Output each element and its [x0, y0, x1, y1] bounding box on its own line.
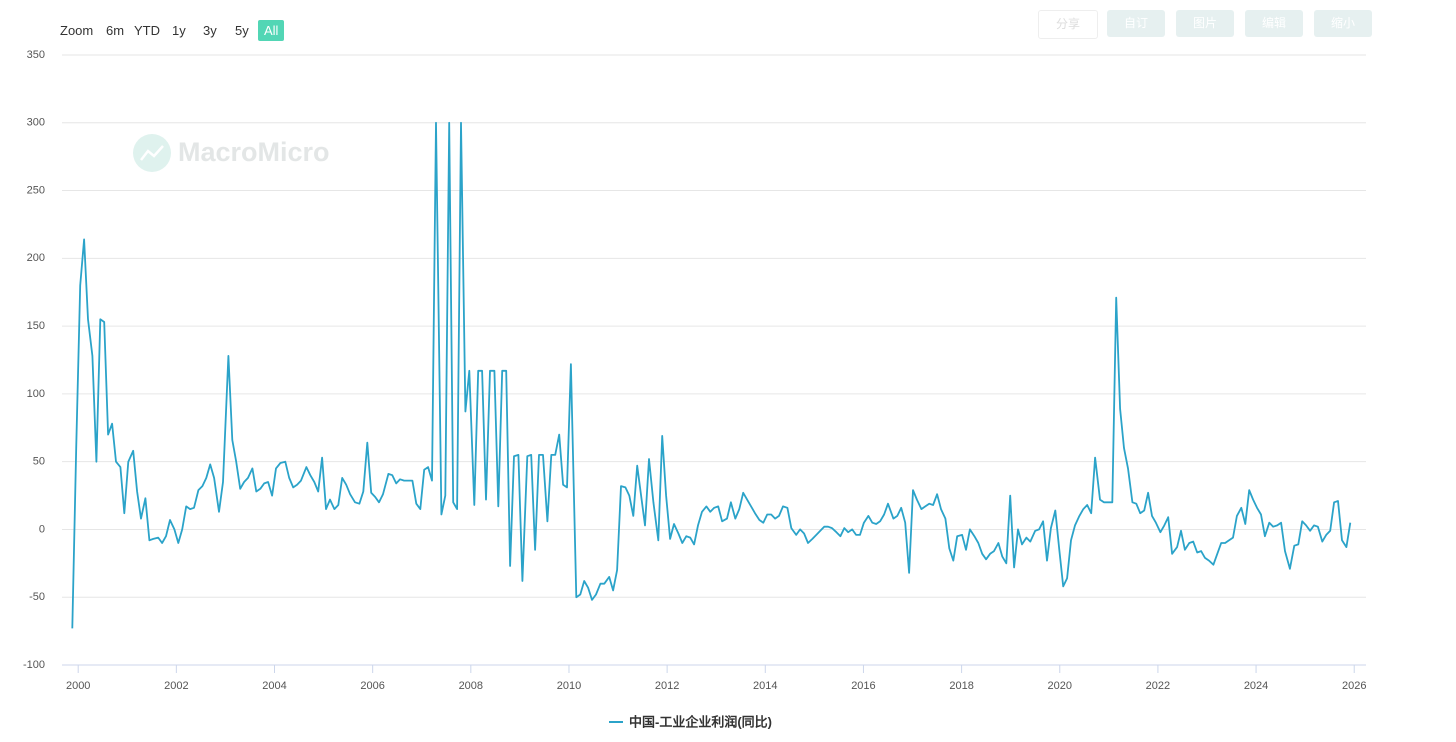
- range-button[interactable]: YTD: [134, 23, 160, 38]
- toolbar-button[interactable]: 图片: [1176, 10, 1234, 37]
- y-tick-label: 150: [27, 320, 45, 332]
- watermark-icon: [140, 145, 164, 161]
- legend-label: 中国-工业企业利润(同比): [629, 714, 772, 729]
- x-tick-label: 2014: [753, 680, 777, 692]
- x-tick-label: 2024: [1244, 680, 1268, 692]
- y-tick-label: 200: [27, 252, 45, 264]
- range-button[interactable]: 5y: [235, 23, 249, 38]
- x-tick-label: 2022: [1146, 680, 1170, 692]
- y-tick-label: -50: [29, 591, 45, 603]
- y-tick-label: 350: [27, 49, 45, 61]
- x-tick-label: 2020: [1048, 680, 1072, 692]
- y-tick-label: 50: [33, 456, 45, 468]
- series-line: [71, 121, 1352, 629]
- legend-item: 中国-工业企业利润(同比): [609, 714, 772, 729]
- x-tick-label: 2004: [262, 680, 286, 692]
- grid: [62, 54, 1366, 666]
- watermark: MacroMicro: [133, 134, 330, 172]
- x-tick-label: 2010: [557, 680, 581, 692]
- y-tick-label: 300: [27, 117, 45, 129]
- x-tick-label: 2012: [655, 680, 679, 692]
- toolbar-button[interactable]: 分享: [1038, 10, 1098, 39]
- y-tick-label: -100: [23, 659, 45, 671]
- range-button[interactable]: 3y: [203, 23, 217, 38]
- range-button[interactable]: 1y: [172, 23, 186, 38]
- y-tick-label: 250: [27, 184, 45, 196]
- toolbar-button[interactable]: 缩小: [1314, 10, 1372, 37]
- y-tick-label: 100: [27, 388, 45, 400]
- range-button[interactable]: 6m: [106, 23, 125, 38]
- y-tick-label: 0: [39, 523, 45, 535]
- x-tick-label: 2002: [164, 680, 188, 692]
- zoom-label: Zoom: [60, 23, 94, 38]
- range-button[interactable]: All: [258, 20, 285, 41]
- toolbar-button[interactable]: 编辑: [1245, 10, 1303, 37]
- x-tick-label: 2016: [851, 680, 875, 692]
- watermark-text: MacroMicro: [178, 137, 330, 167]
- x-tick-label: 2006: [360, 680, 384, 692]
- x-tick-label: 2000: [66, 680, 90, 692]
- x-tick-label: 2008: [459, 680, 483, 692]
- x-tick-label: 2018: [949, 680, 973, 692]
- toolbar-button[interactable]: 自订: [1107, 10, 1165, 37]
- x-tick-label: 2026: [1342, 680, 1366, 692]
